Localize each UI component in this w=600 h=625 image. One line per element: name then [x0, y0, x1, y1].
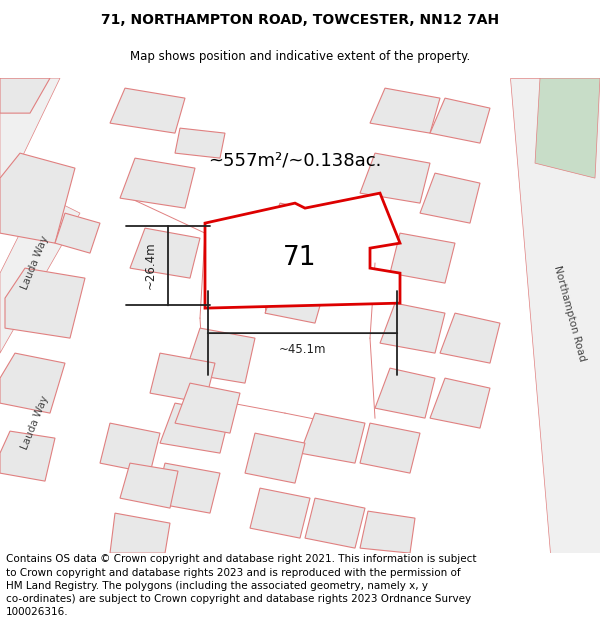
- Text: to Crown copyright and database rights 2023 and is reproduced with the permissio: to Crown copyright and database rights 2…: [6, 568, 461, 578]
- Polygon shape: [175, 383, 240, 433]
- Polygon shape: [370, 88, 440, 133]
- Polygon shape: [110, 88, 185, 133]
- Polygon shape: [510, 78, 600, 553]
- Polygon shape: [130, 228, 200, 278]
- Polygon shape: [100, 423, 160, 473]
- Polygon shape: [0, 78, 50, 113]
- Text: Northampton Road: Northampton Road: [553, 264, 587, 362]
- Text: ~26.4m: ~26.4m: [143, 242, 157, 289]
- Polygon shape: [0, 353, 65, 413]
- Polygon shape: [55, 213, 100, 253]
- Text: Map shows position and indicative extent of the property.: Map shows position and indicative extent…: [130, 50, 470, 62]
- Text: co-ordinates) are subject to Crown copyright and database rights 2023 Ordnance S: co-ordinates) are subject to Crown copyr…: [6, 594, 471, 604]
- Text: HM Land Registry. The polygons (including the associated geometry, namely x, y: HM Land Registry. The polygons (includin…: [6, 581, 428, 591]
- Polygon shape: [160, 403, 230, 453]
- Polygon shape: [265, 203, 330, 253]
- Polygon shape: [245, 433, 305, 483]
- Text: Lauda Way: Lauda Way: [20, 235, 50, 291]
- Text: Lauda Way: Lauda Way: [20, 395, 50, 451]
- Polygon shape: [205, 193, 400, 308]
- Polygon shape: [110, 513, 170, 553]
- Polygon shape: [0, 78, 60, 203]
- Polygon shape: [120, 463, 178, 508]
- Polygon shape: [185, 328, 255, 383]
- Text: 71, NORTHAMPTON ROAD, TOWCESTER, NN12 7AH: 71, NORTHAMPTON ROAD, TOWCESTER, NN12 7A…: [101, 12, 499, 26]
- Polygon shape: [360, 511, 415, 553]
- Text: ~557m²/~0.138ac.: ~557m²/~0.138ac.: [208, 151, 382, 169]
- Polygon shape: [265, 278, 325, 323]
- Polygon shape: [380, 303, 445, 353]
- Polygon shape: [0, 431, 55, 481]
- Polygon shape: [155, 463, 220, 513]
- Text: 100026316.: 100026316.: [6, 607, 68, 617]
- Polygon shape: [300, 413, 365, 463]
- Polygon shape: [305, 498, 365, 548]
- Polygon shape: [250, 488, 310, 538]
- Polygon shape: [150, 353, 215, 403]
- Polygon shape: [440, 313, 500, 363]
- Polygon shape: [360, 153, 430, 203]
- Text: ~45.1m: ~45.1m: [279, 342, 326, 356]
- Polygon shape: [360, 423, 420, 473]
- Polygon shape: [420, 173, 480, 223]
- Polygon shape: [120, 158, 195, 208]
- Polygon shape: [0, 153, 75, 243]
- Polygon shape: [430, 98, 490, 143]
- Polygon shape: [375, 368, 435, 418]
- Polygon shape: [175, 128, 225, 158]
- Polygon shape: [5, 268, 85, 338]
- Polygon shape: [535, 78, 600, 178]
- Text: 71: 71: [283, 245, 317, 271]
- Polygon shape: [0, 193, 80, 353]
- Polygon shape: [390, 233, 455, 283]
- Polygon shape: [430, 378, 490, 428]
- Text: Contains OS data © Crown copyright and database right 2021. This information is : Contains OS data © Crown copyright and d…: [6, 554, 476, 564]
